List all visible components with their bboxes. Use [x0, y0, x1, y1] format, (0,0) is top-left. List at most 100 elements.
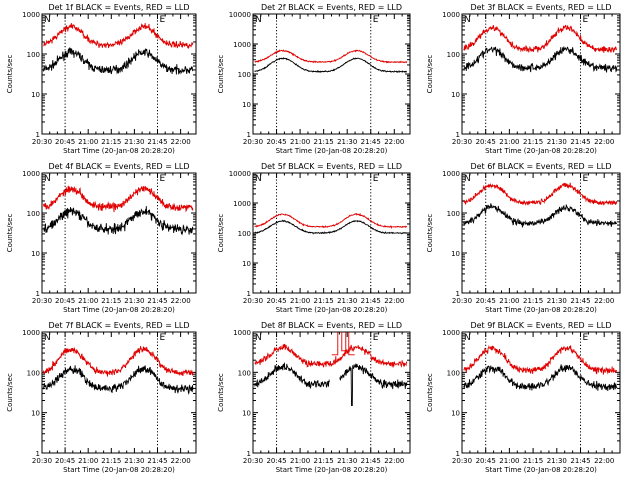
x-tick-label: 21:45: [147, 457, 167, 465]
x-tick-label: 20:30: [243, 457, 263, 465]
series-events-line: [254, 57, 408, 74]
corner-mark-e: E: [583, 174, 589, 184]
x-tick-label: 21:00: [499, 297, 519, 305]
plot-title: Det 3f BLACK = Events, RED = LLD: [470, 3, 611, 12]
x-tick-label: 20:30: [452, 297, 472, 305]
y-axis-label: Counts/sec: [6, 373, 14, 412]
y-tick-label: 1000: [233, 200, 251, 208]
series-events-line: [43, 365, 194, 395]
x-axis-label: Start Time (20-Jan-08 20:28:20): [63, 147, 175, 155]
corner-mark-e: E: [373, 333, 379, 343]
x-axis-label: Start Time (20-Jan-08 20:28:20): [63, 466, 175, 474]
y-tick-label: 100: [27, 369, 40, 377]
plot-det-6: Det 6f BLACK = Events, RED = LLD 1 10 100 10…: [426, 162, 621, 314]
x-tick-label: 20:45: [55, 138, 75, 146]
x-tick-label: 21:15: [101, 138, 121, 146]
plot-det-7: Det 7f BLACK = Events, RED = LLD 1 10 100 10…: [6, 321, 197, 474]
y-tick-label: 100: [447, 369, 460, 377]
y-tick-label: 10: [451, 91, 460, 99]
y-tick-label: 1000: [442, 170, 460, 178]
corner-mark-n: N: [464, 333, 471, 343]
series-lld-line: [254, 343, 408, 368]
y-tick-label: 1: [36, 131, 40, 139]
x-tick-label: 21:45: [570, 297, 590, 305]
y-tick-label: 1000: [442, 11, 460, 19]
y-tick-label: 10: [451, 410, 460, 418]
x-tick-label: 21:00: [290, 457, 310, 465]
x-tick-label: 21:45: [147, 297, 167, 305]
x-tick-label: 20:45: [476, 138, 496, 146]
series-lld-line: [254, 212, 408, 230]
corner-mark-e: E: [373, 15, 379, 25]
x-axis-label: Start Time (20-Jan-08 20:28:20): [276, 147, 388, 155]
corner-mark-n: N: [464, 15, 471, 25]
x-tick-label: 21:00: [290, 297, 310, 305]
x-tick-label: 21:15: [314, 457, 334, 465]
x-tick-label: 21:30: [337, 457, 357, 465]
corner-mark-e: E: [583, 15, 589, 25]
plot-title: Det 5f BLACK = Events, RED = LLD: [261, 162, 402, 171]
y-tick-label: 10: [31, 91, 40, 99]
x-axis-label: Start Time (20-Jan-08 20:28:20): [276, 306, 388, 314]
x-tick-label: 20:45: [266, 138, 286, 146]
corner-mark-e: E: [373, 174, 379, 184]
y-tick-label: 1000: [233, 41, 251, 49]
x-tick-label: 21:45: [570, 457, 590, 465]
x-tick-label: 20:30: [32, 457, 52, 465]
plot-title: Det 1f BLACK = Events, RED = LLD: [48, 3, 189, 12]
x-tick-label: 22:00: [171, 457, 191, 465]
x-tick-label: 20:30: [452, 457, 472, 465]
x-tick-label: 21:00: [78, 457, 98, 465]
series-lld-line: [463, 344, 618, 375]
x-tick-label: 20:45: [476, 457, 496, 465]
x-tick-label: 21:30: [124, 297, 144, 305]
plot-det-5: Det 5f BLACK = Events, RED = LLD 1 10 100 10…: [217, 162, 411, 314]
x-tick-label: 21:00: [78, 138, 98, 146]
series-lld-line: [463, 24, 618, 53]
x-tick-label: 21:00: [499, 457, 519, 465]
x-tick-label: 21:30: [337, 138, 357, 146]
x-tick-label: 21:45: [570, 138, 590, 146]
x-tick-label: 20:30: [243, 138, 263, 146]
x-tick-label: 22:00: [594, 297, 614, 305]
x-tick-label: 21:15: [101, 297, 121, 305]
y-tick-label: 100: [238, 71, 251, 79]
plot-title: Det 8f BLACK = Events, RED = LLD: [261, 321, 402, 330]
y-tick-label: 1: [247, 290, 251, 298]
plot-title: Det 4f BLACK = Events, RED = LLD: [48, 162, 189, 171]
y-tick-label: 10: [242, 410, 251, 418]
y-tick-label: 100: [27, 210, 40, 218]
y-axis-label: Counts/sec: [426, 373, 434, 412]
series-lld-spike: [331, 332, 355, 356]
y-tick-label: 1: [36, 450, 40, 458]
series-lld-line: [43, 346, 194, 377]
y-axis-label: Counts/sec: [217, 55, 225, 94]
y-tick-label: 10000: [229, 170, 251, 178]
plot-title: Det 2f BLACK = Events, RED = LLD: [261, 3, 402, 12]
y-axis-label: Counts/sec: [217, 214, 225, 253]
plot-title: Det 9f BLACK = Events, RED = LLD: [470, 321, 611, 330]
plot-det-4: Det 4f BLACK = Events, RED = LLD 1 10 100 10…: [6, 162, 197, 314]
plot-title: Det 7f BLACK = Events, RED = LLD: [48, 321, 189, 330]
corner-mark-n: N: [255, 15, 262, 25]
y-tick-label: 10: [31, 410, 40, 418]
y-tick-label: 1000: [442, 329, 460, 337]
x-tick-label: 22:00: [171, 138, 191, 146]
corner-mark-e: E: [160, 174, 166, 184]
x-tick-label: 21:00: [78, 297, 98, 305]
y-tick-label: 1: [456, 290, 460, 298]
x-tick-label: 21:30: [547, 297, 567, 305]
series-events-line: [339, 363, 408, 407]
x-tick-label: 21:45: [361, 457, 381, 465]
y-tick-label: 1: [247, 450, 251, 458]
corner-mark-e: E: [160, 15, 166, 25]
y-tick-label: 10: [242, 101, 251, 109]
x-tick-label: 22:00: [384, 297, 404, 305]
corner-mark-n: N: [44, 174, 51, 184]
plot-title: Det 6f BLACK = Events, RED = LLD: [470, 162, 611, 171]
y-tick-label: 1: [456, 131, 460, 139]
series-lld-line: [254, 49, 408, 64]
x-tick-label: 20:45: [55, 297, 75, 305]
x-tick-label: 21:15: [314, 297, 334, 305]
